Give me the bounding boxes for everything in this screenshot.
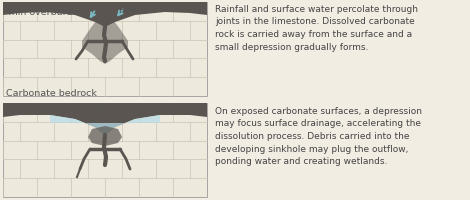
Polygon shape — [82, 22, 128, 65]
Text: Rain: Rain — [118, 6, 139, 15]
Text: Thin overburden: Thin overburden — [6, 8, 85, 17]
Text: On exposed carbonate surfaces, a depression
may focus surface drainage, accelera: On exposed carbonate surfaces, a depress… — [215, 106, 422, 165]
Text: Pond: Pond — [94, 107, 117, 116]
Text: Rainfall and surface water percolate through
joints in the limestone. Dissolved : Rainfall and surface water percolate thr… — [215, 5, 418, 51]
Text: Carbonate bedrock: Carbonate bedrock — [6, 89, 97, 98]
Bar — [3, 3, 207, 97]
Polygon shape — [50, 115, 160, 135]
Polygon shape — [3, 3, 207, 28]
Bar — [3, 103, 207, 197]
Polygon shape — [3, 103, 207, 135]
Polygon shape — [88, 126, 122, 146]
